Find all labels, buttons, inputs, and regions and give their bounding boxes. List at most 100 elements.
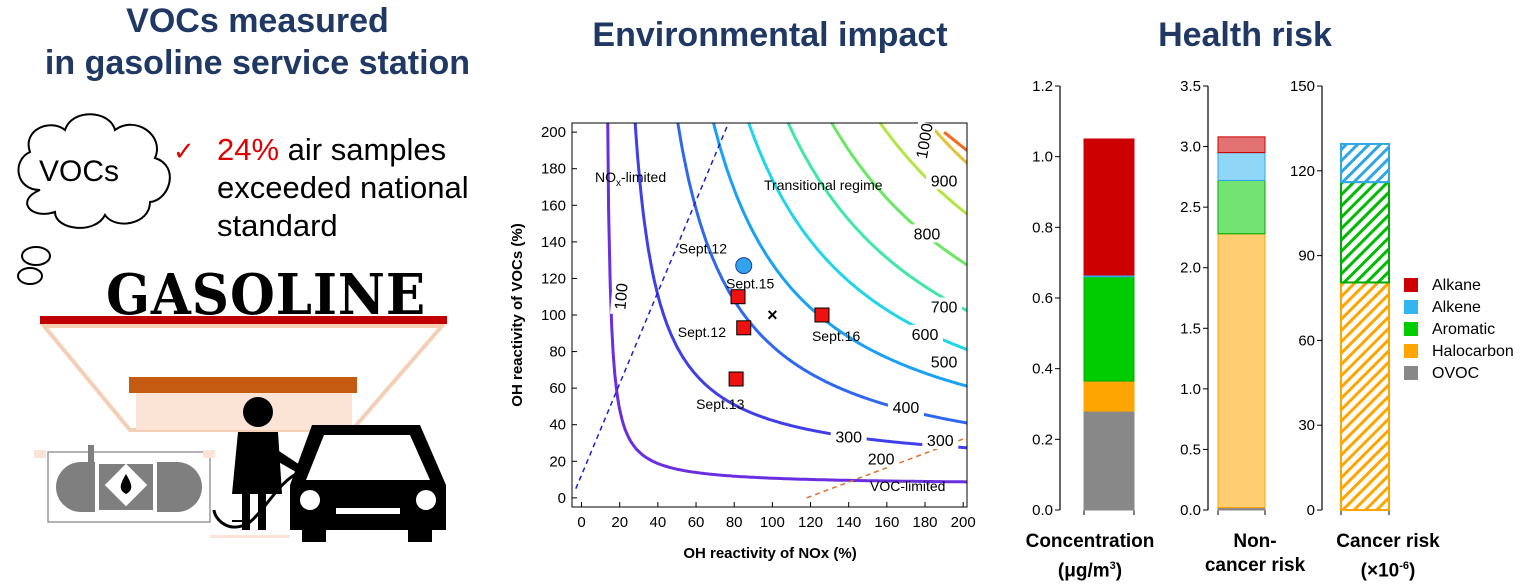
point-marker bbox=[728, 371, 744, 387]
legend-label: Halocarbon bbox=[1432, 343, 1514, 360]
y-tick-label: 40 bbox=[549, 417, 566, 434]
contour-line-1000 bbox=[909, 100, 972, 107]
contour-line-top bbox=[943, 130, 967, 152]
x-tick-label: 160 bbox=[874, 514, 899, 531]
fuel-hose bbox=[212, 470, 301, 529]
point-marker bbox=[814, 307, 830, 323]
x-axis-label: OH reactivity of NOx (%) bbox=[683, 545, 856, 562]
shop-counter bbox=[129, 377, 357, 393]
x-tick-label: 180 bbox=[913, 514, 938, 531]
bar-tick-label: 30 bbox=[1298, 417, 1315, 434]
person-icon bbox=[210, 397, 300, 538]
y-tick-label: 140 bbox=[541, 234, 566, 251]
gas-station-illustration bbox=[17, 113, 447, 542]
point-label: Sept.13 bbox=[696, 396, 744, 412]
legend-swatch bbox=[1404, 344, 1418, 358]
contour-line-400 bbox=[712, 123, 967, 388]
x-tick-label: 120 bbox=[798, 514, 823, 531]
car-icon bbox=[290, 425, 446, 542]
bar-tick-label: 1.0 bbox=[1180, 381, 1201, 398]
bar-tick-label: 1.2 bbox=[1032, 78, 1053, 95]
bar-tick-label: 0 bbox=[1307, 502, 1315, 519]
contour-label: 900 bbox=[931, 173, 958, 190]
contour-line-600 bbox=[786, 123, 967, 313]
x-tick-label: 60 bbox=[688, 514, 705, 531]
y-tick-label: 200 bbox=[541, 124, 566, 141]
bullet-line2: exceeded national bbox=[217, 170, 469, 205]
contour-label: 300 bbox=[927, 433, 954, 450]
legend-swatch bbox=[1404, 300, 1418, 314]
xlabel-concentration: Concentration (μg/m3) bbox=[1025, 531, 1155, 582]
contour-label: 700 bbox=[931, 300, 958, 317]
point-label: Sept.12 bbox=[678, 324, 726, 340]
contour-label: 1000 bbox=[914, 122, 937, 160]
x-tick-label: 140 bbox=[836, 514, 861, 531]
gasoline-sign: GASOLINE bbox=[106, 262, 427, 328]
y-tick-label: 20 bbox=[549, 453, 566, 470]
bar-segment-alkane bbox=[1083, 138, 1135, 276]
bar-tick-label: 0.6 bbox=[1032, 290, 1053, 307]
contour-label: 600 bbox=[912, 327, 939, 344]
bar-tick-label: 150 bbox=[1290, 78, 1315, 95]
bullet-text: ✓ 24% air samples exceeded national stan… bbox=[173, 131, 513, 245]
left-title-line2: in gasoline service station bbox=[44, 44, 471, 82]
legend-swatch bbox=[1404, 322, 1418, 336]
xlabel-noncancer: Non- cancer risk bbox=[1204, 531, 1306, 576]
contour-line-800 bbox=[878, 123, 967, 216]
region-voc-limited: VOC-limited bbox=[870, 478, 945, 494]
right-title: Health risk bbox=[1158, 16, 1332, 54]
contour-chart: 0 20 40 60 80 100 120 140 160 180 200 0 20 40 60 80 100 1… bbox=[509, 100, 976, 562]
ridge-line-nox bbox=[575, 123, 730, 490]
contour-line-100 bbox=[606, 123, 967, 484]
contour-line-900 bbox=[926, 123, 967, 166]
legend-swatch bbox=[1404, 366, 1418, 380]
checkmark-icon: ✓ bbox=[173, 136, 195, 166]
contour-label: 400 bbox=[893, 400, 920, 417]
bar-tick-label: 2.5 bbox=[1180, 199, 1201, 216]
bar-segment-aromatic bbox=[1083, 276, 1135, 382]
bar-tick-label: 0.0 bbox=[1180, 502, 1201, 519]
bar-tick-label: 90 bbox=[1298, 248, 1315, 265]
x-tick-label: 20 bbox=[611, 514, 628, 531]
point-marker bbox=[736, 320, 752, 336]
y-tick-label: 0 bbox=[558, 490, 566, 507]
bar-segment-alkane bbox=[1217, 136, 1266, 154]
contour-label: 800 bbox=[914, 226, 941, 243]
contour-label: 100 bbox=[612, 282, 631, 310]
legend-label: OVOC bbox=[1432, 365, 1479, 382]
y-tick-label: 160 bbox=[541, 197, 566, 214]
health-risk-bars: 0.0 0.2 0.4 0.6 0.8 1.0 1.2 0.0 0.5 1.0 1.5 2.0 2.5 3… bbox=[1032, 78, 1514, 519]
left-title-line1: VOCs measured bbox=[126, 2, 389, 40]
x-tick-label: 40 bbox=[650, 514, 667, 531]
legend-label: Aromatic bbox=[1432, 321, 1495, 338]
x-tick-label: 200 bbox=[951, 514, 976, 531]
xlabel-cancer: Cancer risk (×10-6) bbox=[1336, 531, 1440, 582]
point-marker bbox=[735, 257, 753, 275]
point-label: Sept.16 bbox=[812, 328, 860, 344]
fuel-tank-icon bbox=[34, 445, 215, 523]
bar-segment-halocarbon bbox=[1217, 233, 1266, 509]
bullet-percent: 24% bbox=[217, 132, 280, 167]
y-axis-label: OH reactivity of VOCs (%) bbox=[509, 223, 526, 406]
left-title: VOCs measured in gasoline service statio… bbox=[0, 0, 515, 84]
bar-tick-label: 0.8 bbox=[1032, 219, 1053, 236]
bar-tick-label: 0.2 bbox=[1032, 431, 1053, 448]
region-transitional: Transitional regime bbox=[764, 177, 883, 193]
legend-swatch bbox=[1404, 278, 1418, 292]
contour-line-700 bbox=[830, 123, 967, 267]
ridge-line-voc bbox=[806, 436, 967, 499]
point-label: Sept.15 bbox=[726, 276, 774, 292]
bar-tick-label: 0.0 bbox=[1032, 502, 1053, 519]
contour-label: 300 bbox=[835, 429, 862, 446]
x-tick-label: 0 bbox=[577, 514, 585, 531]
bar-segment-alkene bbox=[1217, 152, 1266, 181]
bar-segment-aromatic bbox=[1217, 179, 1266, 235]
y-tick-label: 180 bbox=[541, 161, 566, 178]
bar-tick-label: 3.5 bbox=[1180, 78, 1201, 95]
bar-tick-label: 0.5 bbox=[1180, 441, 1201, 458]
y-tick-label: 60 bbox=[549, 380, 566, 397]
bar-segment-aromatic bbox=[1340, 181, 1390, 284]
bullet-line3: standard bbox=[217, 208, 338, 243]
bar-tick-label: 1.5 bbox=[1180, 320, 1201, 337]
voc-cloud-label: VOCs bbox=[39, 155, 120, 188]
